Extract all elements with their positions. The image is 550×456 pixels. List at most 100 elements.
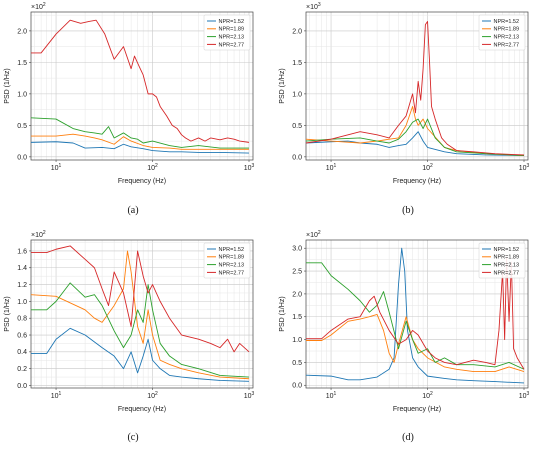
y-tick-label: 0.8 <box>17 316 27 323</box>
legend-entry: NPR=2.13 <box>494 263 520 269</box>
y-tick-label: 0.5 <box>292 123 302 130</box>
series-line-NPR=1.52 <box>31 327 250 382</box>
legend-entry: NPR=2.77 <box>494 270 520 276</box>
legend-box <box>478 242 526 279</box>
caption-c: (c) <box>127 432 139 443</box>
x-tick-label: 102 <box>147 391 158 400</box>
series-line-NPR=1.52 <box>30 141 250 154</box>
y-tick-label: 2.5 <box>292 268 302 275</box>
x-tick-label: 103 <box>519 391 530 400</box>
series-line-NPR=1.89 <box>306 314 525 373</box>
legend-entry: NPR=1.89 <box>494 27 520 33</box>
legend-entry: NPR=2.77 <box>219 42 245 48</box>
y-tick-label: 0.2 <box>17 366 27 373</box>
x-axis-label: Frequency (Hz) <box>118 178 166 185</box>
series-group <box>305 247 525 384</box>
series-line-NPR=2.77 <box>306 256 525 370</box>
y-axis-label: PSD (1/Hz) <box>4 68 11 103</box>
series-group <box>30 245 250 382</box>
chart-panel-d: 0.0 0.5 1.0 1.5 2.0 2.5 3.0 101 102 103 ×102 Freque… <box>279 230 530 413</box>
x-tick-label: 103 <box>244 163 255 172</box>
legend-entry: NPR=2.77 <box>494 42 520 48</box>
plot-frame <box>305 11 529 161</box>
y-tick-label: 1.0 <box>17 299 27 306</box>
legend-entry: NPR=1.89 <box>494 255 520 261</box>
series-line-NPR=1.89 <box>30 250 250 380</box>
caption-a: (a) <box>127 205 139 216</box>
caption-d: (d) <box>402 432 414 443</box>
series-line-NPR=2.13 <box>31 282 250 378</box>
y-axis-multiplier: ×102 <box>31 230 46 239</box>
y-tick-label: 1.6 <box>17 248 27 255</box>
y-tick-label: 1.5 <box>292 60 302 67</box>
y-tick-label: 2.0 <box>292 28 302 35</box>
legend-entry: NPR=1.52 <box>494 19 520 25</box>
y-tick-label: 1.0 <box>292 91 302 98</box>
series-line-NPR=2.77 <box>31 19 250 143</box>
series-line-NPR=1.89 <box>305 106 525 157</box>
series-line-NPR=2.13 <box>305 118 525 157</box>
x-tick-label: 102 <box>147 163 158 172</box>
y-tick-label: 1.5 <box>17 60 27 67</box>
y-axis-label: PSD (1/Hz) <box>279 68 286 103</box>
legend-entry: NPR=2.13 <box>219 35 245 41</box>
y-tick-label: 2.0 <box>17 28 27 35</box>
plot-frame <box>30 239 254 389</box>
legend-entry: NPR=2.13 <box>494 35 520 41</box>
y-tick-label: 0.0 <box>17 383 27 390</box>
grid-lines <box>31 12 253 160</box>
x-axis-label: Frequency (Hz) <box>393 178 441 185</box>
series-line-NPR=1.52 <box>305 131 525 157</box>
legend-box <box>203 242 251 279</box>
series-group <box>30 19 250 154</box>
y-tick-label: 1.2 <box>17 282 27 289</box>
y-tick-label: 1.0 <box>292 337 302 344</box>
series-line-NPR=1.89 <box>31 133 250 150</box>
y-tick-label: 1.4 <box>17 265 27 272</box>
y-tick-label: 0.0 <box>17 154 27 161</box>
y-tick-label: 1.5 <box>292 314 302 321</box>
x-tick-label: 103 <box>519 163 530 172</box>
series-group <box>305 21 525 157</box>
y-axis-multiplier: ×102 <box>306 230 321 239</box>
y-tick-label: 0.0 <box>292 383 302 390</box>
x-tick-label: 101 <box>326 391 337 400</box>
y-tick-label: 0.5 <box>292 360 302 367</box>
y-tick-label: 0.4 <box>17 349 27 356</box>
x-axis-label: Frequency (Hz) <box>118 406 166 413</box>
legend-entry: NPR=1.52 <box>494 247 520 253</box>
x-tick-label: 101 <box>326 163 337 172</box>
y-axis-label: PSD (1/Hz) <box>4 296 11 331</box>
y-tick-label: 1.0 <box>17 91 27 98</box>
y-axis-multiplier: ×102 <box>31 2 46 11</box>
x-tick-label: 102 <box>422 163 433 172</box>
series-line-NPR=2.13 <box>306 262 525 370</box>
x-tick-label: 103 <box>244 391 255 400</box>
legend-entry: NPR=1.52 <box>219 247 245 253</box>
y-axis-multiplier: ×103 <box>306 2 321 11</box>
y-axis-label: PSD (1/Hz) <box>279 296 286 331</box>
series-line-NPR=2.77 <box>31 245 250 353</box>
legend-entry: NPR=2.77 <box>219 270 245 276</box>
x-tick-label: 102 <box>422 391 433 400</box>
series-line-NPR=1.52 <box>305 247 525 384</box>
plot-frame <box>305 239 529 389</box>
legend-box <box>203 14 251 51</box>
grid-lines <box>306 240 528 388</box>
legend-entry: NPR=1.52 <box>219 19 245 25</box>
x-tick-label: 101 <box>51 163 62 172</box>
series-line-NPR=2.77 <box>305 21 525 156</box>
y-tick-label: 0.6 <box>17 332 27 339</box>
y-tick-label: 0.0 <box>292 154 302 161</box>
x-axis-label: Frequency (Hz) <box>393 406 441 413</box>
series-line-NPR=2.13 <box>30 117 250 149</box>
chart-panel-a: 0.0 0.5 1.0 1.5 2.0 101 102 103 ×102 Frequency (H… <box>4 2 255 185</box>
y-tick-label: 0.5 <box>17 123 27 130</box>
x-tick-label: 101 <box>51 391 62 400</box>
legend-entry: NPR=2.13 <box>219 263 245 269</box>
chart-panel-b: 0.0 0.5 1.0 1.5 2.0 101 102 103 ×103 Frequency (H… <box>279 2 530 185</box>
legend-entry: NPR=1.89 <box>219 27 245 33</box>
